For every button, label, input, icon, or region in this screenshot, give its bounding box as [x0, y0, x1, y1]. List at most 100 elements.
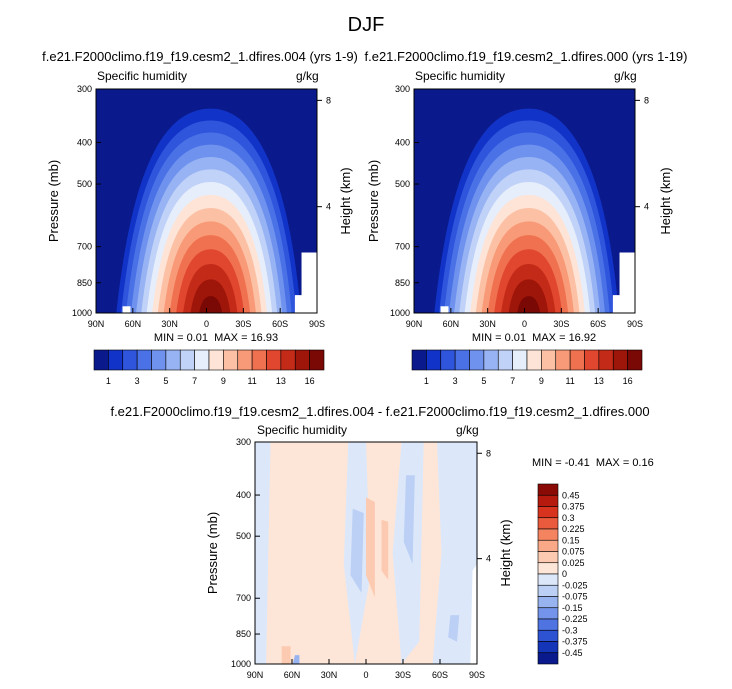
panel3-colorbar-label: 0.075: [562, 547, 585, 557]
panel3-contour-region: [366, 497, 375, 598]
panel2-x-tick-label: 90N: [406, 319, 423, 329]
panel3-contour-region: [281, 646, 291, 664]
panel2-colorbar-label: 1: [424, 376, 429, 386]
panel3-x-tick-label: 0: [363, 670, 368, 680]
panel2-x-tick-label: 90S: [627, 319, 643, 329]
panel2-y-tick-label: 850: [395, 278, 410, 288]
panel3-colorbar-label: -0.45: [562, 648, 583, 658]
panel3-units-label: g/kg: [456, 423, 479, 437]
panel3-colorbar-label: -0.225: [562, 614, 588, 624]
panel3-height-tick-label: 8: [486, 448, 491, 458]
panel2-y-tick-label: 1000: [390, 308, 410, 318]
panel2-colorbar-label: 16: [623, 376, 633, 386]
panel3-colorbar-label: 0.45: [562, 490, 580, 500]
panel3-contour-region: [350, 508, 364, 593]
panel3-colorbar-swatch: [537, 551, 559, 564]
panel1-missing-data: [122, 306, 131, 313]
panel3-colorbar-swatch: [537, 483, 559, 496]
panel1-colorbar-swatch: [309, 349, 325, 371]
panel2-height-tick-label: 4: [644, 202, 649, 212]
panel2-x-tick-label: 30N: [479, 319, 496, 329]
panel2-colorbar-swatch: [598, 349, 614, 371]
panel2-variable-label: Specific humidity: [415, 69, 506, 83]
panel1-y-axis-label: Pressure (mb): [46, 160, 61, 242]
panel3-colorbar-label: -0.375: [562, 637, 588, 647]
panel3-contour-region: [432, 442, 477, 664]
panel3-x-tick-label: 90N: [247, 670, 264, 680]
panel3-colorbar-swatch: [537, 584, 559, 597]
panel3-colorbar-label: 0.025: [562, 558, 585, 568]
panel1-colorbar-label: 7: [192, 376, 197, 386]
panel3-y-tick-label: 850: [236, 629, 251, 639]
panel3-contour-region: [448, 615, 460, 642]
panel3-contour-region: [403, 475, 415, 565]
panel2-colorbar-label: 5: [481, 376, 486, 386]
panel3-y-tick-label: 1000: [231, 659, 251, 669]
panel3-contour-region: [470, 564, 477, 664]
panel3-min-value: -0.41: [564, 457, 590, 469]
panel3-y-tick-label: 700: [236, 593, 251, 603]
panel2-colorbar-swatch: [569, 349, 585, 371]
panel1-case-title: f.e21.F2000climo.f19_f19.cesm2_1.dfires.…: [42, 49, 358, 64]
panel2-humidity-contours: [434, 108, 635, 313]
panel3-colorbar-label: 0.3: [562, 513, 575, 523]
panel1-right-axis-label: Height (km): [338, 167, 353, 234]
panel3-height-tick-label: 4: [486, 554, 491, 564]
panel3-colorbar-label: 0.375: [562, 502, 585, 512]
panel3-colorbar-swatch: [537, 506, 559, 519]
panel1-colorbar-label: 1: [106, 376, 111, 386]
panel1-variable-label: Specific humidity: [97, 69, 188, 83]
panel3-difference-contours: [255, 442, 477, 664]
panel1-y-tick-label: 1000: [72, 308, 92, 318]
panel1-contour-level: [199, 296, 223, 313]
panel1-colorbar-swatch: [151, 349, 167, 371]
panel3-x-tick-label: 30S: [395, 670, 411, 680]
panel1-colorbar-label: 5: [163, 376, 168, 386]
panel3-colorbar-label: -0.025: [562, 580, 588, 590]
panel3-x-tick-label: 30N: [321, 670, 338, 680]
panel2-missing-data: [612, 252, 635, 313]
panel1-x-tick-label: 90N: [88, 319, 105, 329]
panel3-contour-region: [292, 655, 300, 664]
panel3-min-label: MIN =: [532, 457, 562, 469]
panel1-colorbar-label: 3: [135, 376, 140, 386]
panel3-colorbar-label: -0.3: [562, 625, 578, 635]
panel2-min-value: 0.01: [504, 332, 527, 344]
figure-title: DJF: [347, 14, 385, 36]
panel3-variable-label: Specific humidity: [257, 423, 348, 437]
panel2-units-label: g/kg: [614, 69, 637, 83]
panel1-x-tick-label: 30N: [161, 319, 178, 329]
panel1-colorbar: 1 3 5 7 9 11 13 16: [93, 349, 325, 386]
panel3-colorbar-swatch: [537, 596, 559, 609]
panel3-contour-region: [381, 519, 389, 580]
panel2-missing-data: [440, 306, 449, 313]
panel2-colorbar-swatch: [612, 349, 628, 371]
panel3-y-tick-label: 300: [236, 437, 251, 447]
panel2-height-tick-label: 8: [644, 95, 649, 105]
panel1-colorbar-label: 13: [276, 376, 286, 386]
panel1-height-tick-label: 4: [326, 202, 331, 212]
panel3-colorbar-swatch: [537, 494, 559, 507]
panel1-x-tick-label: 30S: [235, 319, 251, 329]
panel1-stats: MIN = 0.01 MAX = 16.93: [136, 332, 296, 344]
panel3-colorbar-label: -0.075: [562, 592, 588, 602]
panel3-colorbar-swatch: [537, 539, 559, 552]
panel1-y-tick-label: 850: [77, 278, 92, 288]
panel2-max-label: MAX =: [532, 332, 566, 344]
panel2-y-tick-label: 700: [395, 242, 410, 252]
panel2-colorbar-label: 9: [539, 376, 544, 386]
panel1-max-label: MAX =: [214, 332, 248, 344]
panel3-colorbar-swatch: [537, 528, 559, 541]
panel2-x-tick-label: 60S: [590, 319, 606, 329]
panel3-x-tick-label: 60N: [284, 670, 301, 680]
panel1-colorbar-swatch: [108, 349, 124, 371]
panel1-x-tick-label: 60N: [125, 319, 142, 329]
panel3-stats: MIN = -0.41 MAX = 0.16: [532, 457, 654, 469]
panel1-humidity-contours: [116, 108, 317, 313]
panel2-colorbar-swatch: [584, 349, 600, 371]
panel3-colorbar-label: 0.225: [562, 524, 585, 534]
